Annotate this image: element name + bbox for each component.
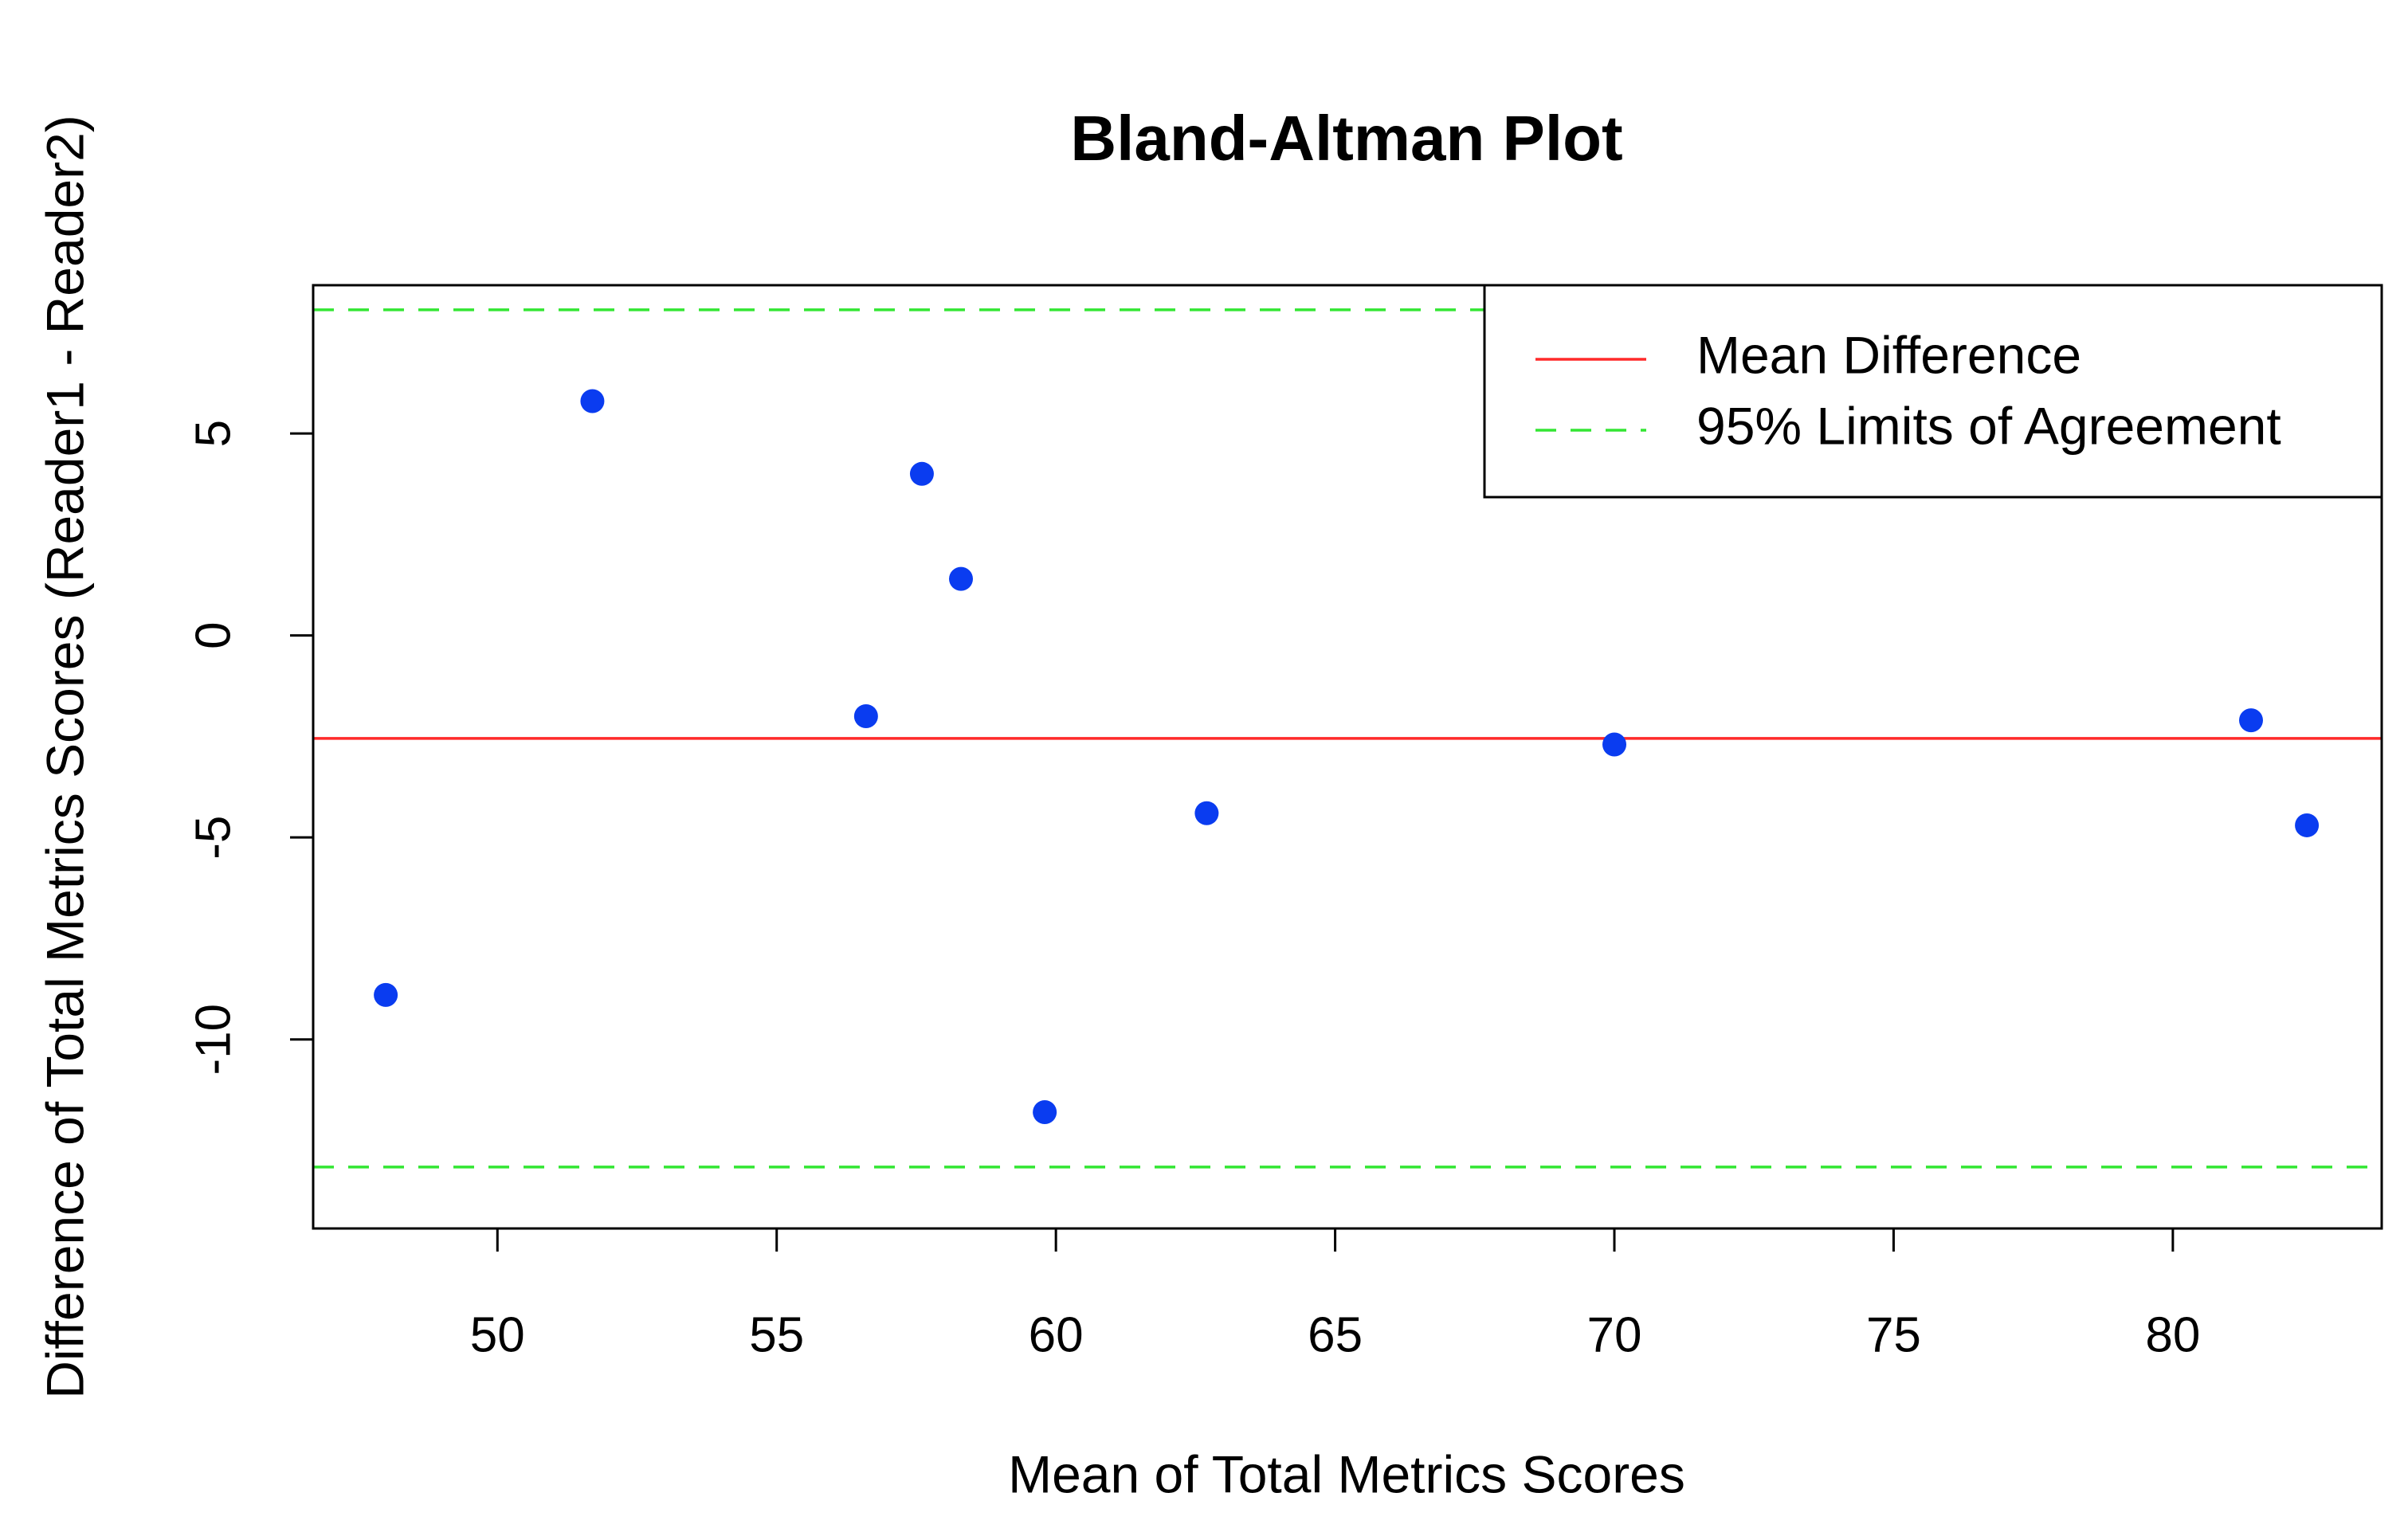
data-point [909,461,934,486]
data-point [374,982,398,1007]
data-point [1602,732,1627,757]
data-point [2238,708,2263,733]
legend-label: Mean Difference [1696,325,2081,384]
y-tick-label: -5 [186,816,241,860]
x-tick-label: 60 [1029,1307,1084,1362]
x-tick-label: 55 [749,1307,804,1362]
data-point [1033,1099,1057,1124]
legend-box [1483,284,2383,499]
data-point [580,389,605,413]
y-tick-label: 5 [186,420,241,447]
data-point [2295,813,2320,837]
data-point [1194,801,1219,825]
x-tick-label: 50 [470,1307,525,1362]
chart-title: Bland-Altman Plot [1070,103,1622,174]
data-point [949,566,974,591]
y-tick-label: 0 [186,621,241,648]
x-tick-label: 75 [1866,1307,1921,1362]
x-axis-label: Mean of Total Metrics Scores [1008,1444,1685,1503]
x-tick-label: 70 [1587,1307,1642,1362]
plot-frame [312,284,2383,1230]
y-tick-label: -10 [186,1004,241,1076]
y-axis-label: Difference of Total Metrics Scores (Read… [35,115,94,1399]
x-tick-label: 65 [1308,1307,1363,1362]
x-tick-label: 80 [2145,1307,2200,1362]
data-point [853,704,878,729]
legend-label: 95% Limits of Agreement [1696,396,2281,455]
